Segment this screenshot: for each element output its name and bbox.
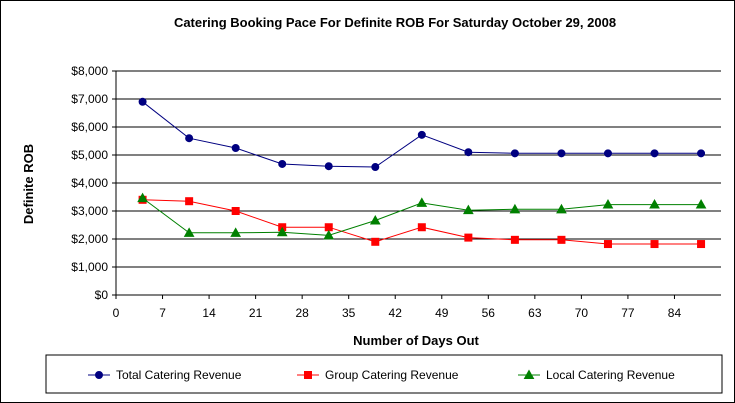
series-0-point-10: [603, 149, 612, 158]
x-tick-label-11: 77: [621, 306, 635, 320]
series-0-point-11: [650, 149, 659, 158]
series-2-point-9: [556, 203, 567, 214]
x-tick-label-5: 35: [342, 306, 356, 320]
series-1: [138, 195, 706, 249]
series-2-point-8: [509, 203, 521, 214]
series-2-point-0: [137, 192, 148, 203]
legend-box: [45, 354, 723, 394]
y-tick-label-7: $7,000: [71, 92, 108, 106]
series-1-point-6: [417, 223, 426, 232]
x-tick-label-3: 21: [249, 306, 263, 320]
series-2-point-2: [230, 227, 242, 237]
legend-marker-2: [523, 369, 535, 379]
series-1-point-4: [324, 223, 333, 232]
y-axis-label: Definite ROB: [21, 144, 36, 224]
x-tick-label-10: 70: [575, 306, 589, 320]
series-0-point-6: [417, 130, 426, 139]
x-tick-label-0: 0: [113, 306, 120, 320]
y-tick-label-3: $3,000: [71, 204, 108, 218]
series-2-point-6: [416, 197, 428, 207]
series-2-point-12: [695, 199, 707, 209]
x-tick-label-6: 42: [389, 306, 403, 320]
series-2-point-5: [369, 215, 381, 225]
gridlines: [116, 70, 721, 268]
y-tick-label-2: $2,000: [71, 232, 108, 246]
series-0-point-12: [697, 149, 706, 158]
x-axis-ticks: 0 7 14 21 28 35 42 49 56 63 70 77 84: [113, 295, 682, 320]
series-0-point-9: [557, 149, 566, 158]
series-1-point-5: [371, 237, 380, 246]
series-0-point-0: [138, 97, 147, 106]
y-tick-label-8: $8,000: [71, 64, 108, 78]
series-2-point-11: [649, 199, 660, 209]
x-axis-label: Number of Days Out: [353, 333, 479, 348]
legend-marker-0: [95, 371, 103, 379]
x-tick-label-12: 84: [668, 306, 682, 320]
legend-marker-1: [304, 371, 312, 379]
legend-label-1: Group Catering Revenue: [325, 368, 459, 382]
x-tick-label-7: 49: [435, 306, 449, 320]
chart-title: Catering Booking Pace For Definite ROB F…: [174, 15, 616, 30]
series-1-point-10: [603, 240, 612, 249]
series-2-point-3: [276, 226, 288, 237]
series-1-point-9: [557, 235, 566, 244]
series-1-point-12: [697, 240, 706, 249]
series-2-point-1: [183, 227, 195, 237]
series-0-point-4: [324, 162, 333, 171]
x-tick-label-2: 14: [202, 306, 216, 320]
series-2-point-4: [323, 229, 335, 240]
y-tick-label-1: $1,000: [71, 260, 108, 274]
y-axis-ticks: $0 $1,000 $2,000 $3,000 $4,000 $5,000 $6,000 $7…: [71, 64, 116, 302]
series-2-point-7: [463, 204, 474, 215]
series-layer: [137, 97, 707, 249]
series-1-point-1: [185, 197, 194, 206]
series-0-point-2: [231, 144, 240, 152]
series-0-point-3: [278, 159, 287, 168]
y-tick-label-0: $0: [95, 288, 109, 302]
series-2: [137, 192, 707, 240]
series-2-point-10: [602, 199, 614, 209]
legend-label-2: Local Catering Revenue: [546, 368, 675, 382]
x-tick-label-1: 7: [159, 306, 166, 320]
legend-label-0: Total Catering Revenue: [116, 368, 242, 382]
x-tick-label-4: 28: [295, 306, 309, 320]
y-tick-label-4: $4,000: [71, 176, 108, 190]
x-tick-label-8: 56: [482, 306, 496, 320]
x-tick-label-9: 63: [528, 306, 542, 320]
legend: Total Catering Revenue Group Catering Rev…: [45, 354, 723, 394]
series-1-point-2: [231, 207, 240, 215]
y-tick-label-6: $6,000: [71, 120, 108, 134]
series-1-point-11: [650, 240, 659, 249]
series-0-point-8: [510, 149, 519, 158]
series-0-point-1: [185, 134, 194, 143]
y-tick-label-5: $5,000: [71, 148, 108, 162]
series-1-point-7: [464, 233, 473, 242]
series-1-point-8: [510, 235, 519, 244]
series-0: [138, 97, 706, 172]
series-0-point-7: [464, 148, 473, 157]
series-0-point-5: [371, 163, 380, 172]
